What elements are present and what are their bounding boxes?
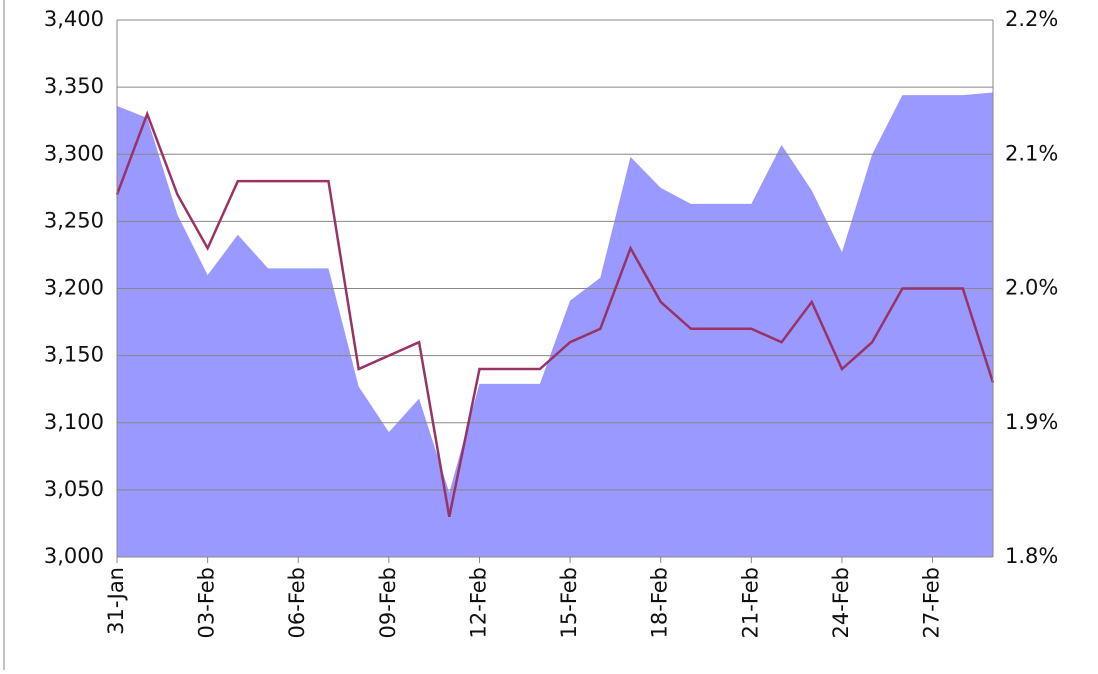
x-tick-label: 15-Feb xyxy=(557,567,581,638)
y2-tick-label: 2.0% xyxy=(1005,276,1058,300)
area xyxy=(117,92,993,558)
x-tick-label: 24-Feb xyxy=(829,567,853,638)
y-tick-label: 3,150 xyxy=(44,343,104,367)
y2-tick-label: 1.9% xyxy=(1005,410,1058,434)
y-tick-label: 3,000 xyxy=(44,544,104,568)
y2-tick-label: 2.2% xyxy=(1005,7,1058,31)
y-tick-label: 3,100 xyxy=(44,410,104,434)
x-tick-label: 06-Feb xyxy=(285,567,309,638)
x-tick-label: 03-Feb xyxy=(195,567,219,638)
y2-tick-label: 2.1% xyxy=(1005,141,1058,165)
y2-tick-label: 1.8% xyxy=(1005,544,1058,568)
y-tick-label: 3,200 xyxy=(44,276,104,300)
x-tick-label: 18-Feb xyxy=(648,567,672,638)
x-tick-label: 12-Feb xyxy=(466,567,490,638)
y-tick-label: 3,350 xyxy=(44,74,104,98)
x-tick-label: 09-Feb xyxy=(376,567,400,638)
x-tick-label: 21-Feb xyxy=(738,567,762,638)
x-tick-label: 31-Jan xyxy=(104,567,128,635)
y-tick-label: 3,400 xyxy=(44,7,104,31)
y-tick-label: 3,300 xyxy=(44,141,104,165)
line xyxy=(115,110,995,517)
y-tick-label: 3,250 xyxy=(44,208,104,232)
x-tick-label: 27-Feb xyxy=(920,567,944,638)
y-tick-label: 3,050 xyxy=(44,477,104,501)
